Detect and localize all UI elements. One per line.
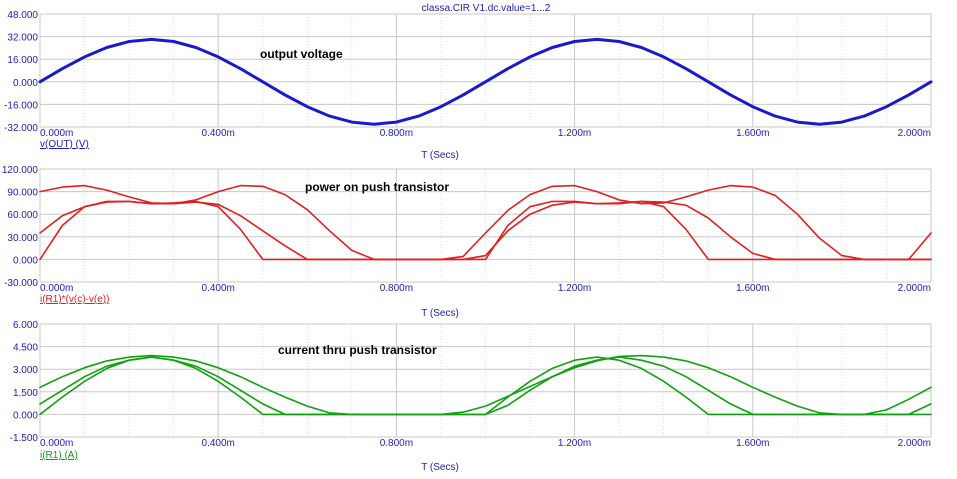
y-tick-label: 32.000 [7,33,38,44]
x-axis-label: T (Secs) [421,462,459,473]
x-tick-label: 2.000m [898,283,931,294]
trace-label[interactable]: i(R1)*(v(c)-v(e)) [40,294,109,305]
y-tick-label: 1.500 [13,388,38,399]
panel-output-voltage: -32.000 -16.000 0.000 16.000 32.000 48.000 0.… [4,10,933,161]
x-tick-labels: 0.000m 0.400m 0.800m 1.200m 1.600m 2.000m [40,438,931,449]
x-tick-label: 0.000m [40,438,73,449]
y-tick-label: -1.500 [10,433,39,444]
grid [39,13,932,128]
grid [39,168,932,283]
x-tick-label: 0.000m [40,128,73,139]
series-line-2 [39,356,932,416]
x-tick-label: 0.800m [380,283,413,294]
x-tick-label: 0.400m [202,283,235,294]
x-tick-label: 1.200m [558,283,591,294]
y-tick-label: -30.000 [4,278,38,289]
annotation-power: power on push transistor [305,180,449,194]
y-tick-label: 120.000 [2,165,39,176]
x-tick-label: 0.400m [202,128,235,139]
series-line-0 [38,37,933,126]
x-tick-label: 1.600m [736,128,769,139]
y-tick-label: 60.000 [7,210,38,221]
window-title: classa.CIR V1.dc.value=1...2 [422,3,551,14]
y-tick-label: 90.000 [7,188,38,199]
series-layer [39,354,932,416]
y-tick-label: 6.000 [13,320,38,331]
x-axis-label: T (Secs) [421,150,459,161]
y-tick-label: 4.500 [13,343,38,354]
grid [39,323,932,438]
annotation-current: current thru push transistor [278,343,437,357]
panel-power: -30.000 0.000 30.000 60.000 90.000 120.000 0.… [2,165,932,319]
y-tick-label: -16.000 [4,100,38,111]
y-tick-label: 0.000 [13,255,38,266]
x-tick-label: 0.000m [40,283,73,294]
x-tick-label: 2.000m [898,438,931,449]
y-tick-label: 48.000 [7,10,38,21]
x-tick-label: 0.800m [380,438,413,449]
x-tick-label: 2.000m [898,128,931,139]
x-tick-label: 1.200m [558,438,591,449]
x-tick-labels: 0.000m 0.400m 0.800m 1.200m 1.600m 2.000m [40,128,931,139]
y-tick-labels: -30.000 0.000 30.000 60.000 90.000 120.000 [2,165,39,289]
x-tick-label: 0.800m [380,128,413,139]
x-tick-label: 1.600m [736,283,769,294]
series-layer [39,184,932,261]
annotation-output-voltage: output voltage [260,47,343,61]
plot-frame [39,323,932,438]
y-tick-label: 0.000 [13,78,38,89]
x-tick-label: 1.600m [736,438,769,449]
y-tick-labels: -32.000 -16.000 0.000 16.000 32.000 48.000 [4,10,38,134]
series-layer [38,37,933,126]
plot-frame [39,168,932,283]
y-tick-label: 16.000 [7,55,38,66]
plot-frame [39,13,932,128]
x-tick-label: 0.400m [202,438,235,449]
y-tick-label: -32.000 [4,123,38,134]
trace-label[interactable]: v(OUT) (V) [40,139,89,150]
series-line-2 [39,200,932,261]
y-tick-label: 0.000 [13,410,38,421]
series-line-0 [39,354,932,416]
trace-label[interactable]: i(R1) (A) [40,450,78,461]
x-tick-labels: 0.000m 0.400m 0.800m 1.200m 1.600m 2.000m [40,283,931,294]
x-tick-label: 1.200m [558,128,591,139]
y-tick-labels: -1.500 0.000 1.500 3.000 4.500 6.000 [10,320,39,444]
x-axis-label: T (Secs) [421,308,459,319]
y-tick-label: 3.000 [13,365,38,376]
y-tick-label: 30.000 [7,233,38,244]
